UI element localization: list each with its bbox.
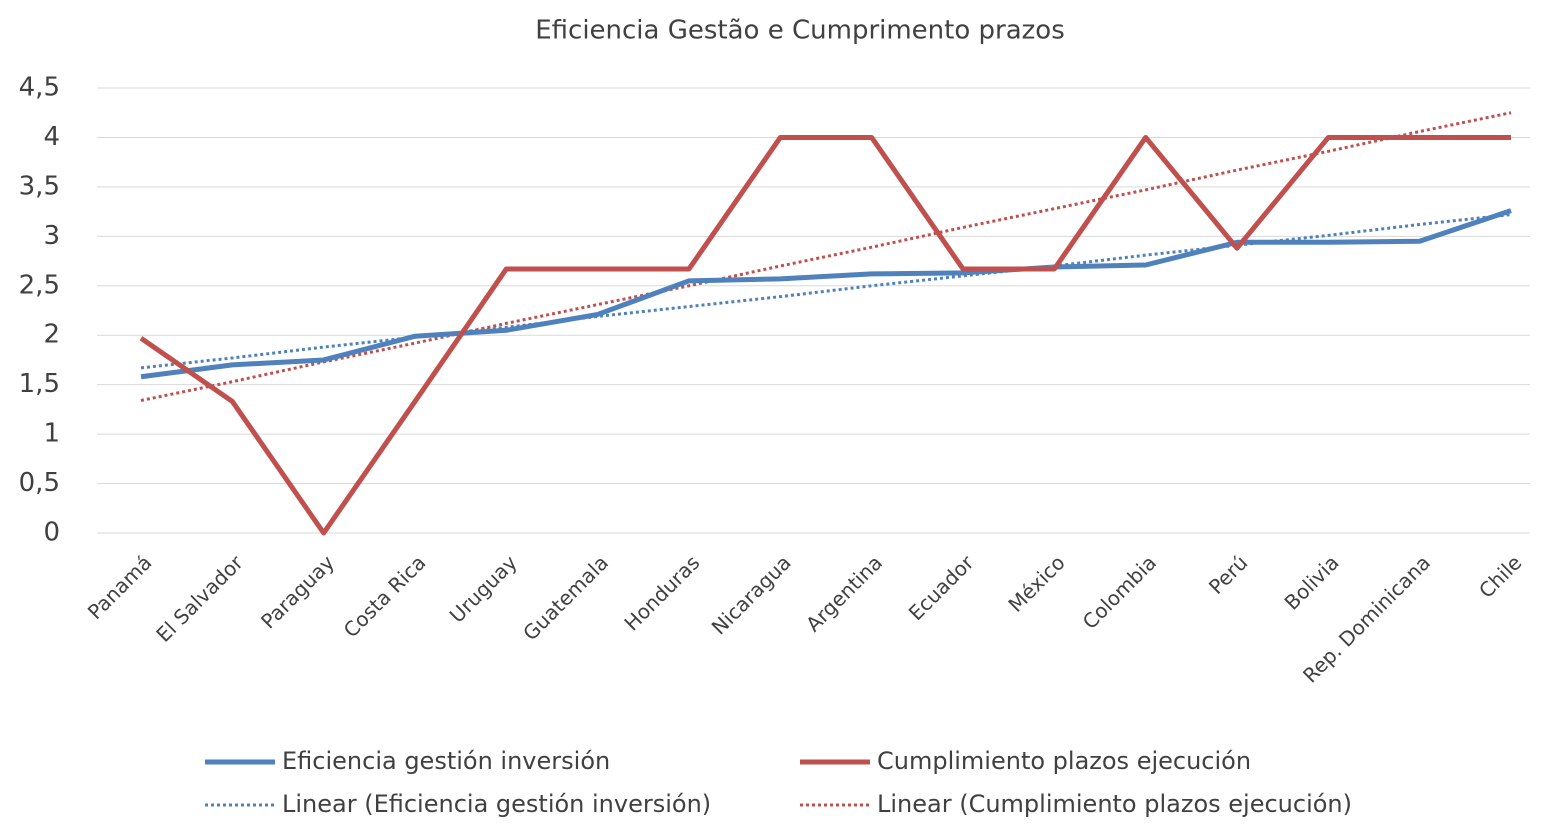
y-tick-label: 3,5 bbox=[19, 171, 60, 201]
series-line bbox=[139, 134, 1511, 536]
y-tick-label: 2 bbox=[43, 320, 60, 350]
legend-label: Eficiencia gestión inversión bbox=[282, 747, 610, 775]
x-tick-label: El Salvador bbox=[151, 550, 248, 647]
trend-line bbox=[140, 213, 1512, 370]
x-tick-label: Panamá bbox=[83, 550, 157, 624]
x-tick-label: Paraguay bbox=[256, 550, 339, 633]
y-tick-label: 0 bbox=[43, 518, 60, 548]
legend-label: Cumplimiento plazos ejecución bbox=[877, 747, 1251, 775]
y-tick-label: 4 bbox=[43, 122, 60, 152]
x-tick-label: Ecuador bbox=[904, 550, 979, 625]
x-tick-label: Nicaragua bbox=[707, 550, 796, 639]
x-tick-label: Chile bbox=[1474, 550, 1526, 602]
y-tick-label: 1 bbox=[43, 419, 60, 449]
y-tick-label: 0,5 bbox=[19, 468, 60, 498]
x-tick-label: Honduras bbox=[619, 550, 704, 635]
x-tick-label: México bbox=[1003, 550, 1069, 616]
x-tick-label: Guatemala bbox=[518, 550, 613, 645]
series-line bbox=[140, 208, 1512, 380]
x-tick-label: Costa Rica bbox=[339, 550, 431, 642]
x-tick-label: Colombia bbox=[1078, 550, 1161, 633]
y-tick-label: 4,5 bbox=[19, 73, 60, 103]
x-tick-label: Uruguay bbox=[445, 550, 522, 627]
y-tick-label: 3 bbox=[43, 221, 60, 251]
trend-line bbox=[140, 111, 1512, 402]
chart-title: Eficiencia Gestão e Cumprimento prazos bbox=[535, 16, 1065, 46]
y-tick-label: 2,5 bbox=[19, 270, 60, 300]
x-tick-label: Argentina bbox=[801, 550, 887, 636]
y-tick-label: 1,5 bbox=[19, 369, 60, 399]
x-tick-label: Perú bbox=[1204, 550, 1252, 598]
x-tick-label: Bolivia bbox=[1280, 550, 1344, 614]
legend-label: Linear (Cumplimiento plazos ejecución) bbox=[877, 790, 1352, 818]
legend-label: Linear (Eficiencia gestión inversión) bbox=[282, 790, 711, 818]
